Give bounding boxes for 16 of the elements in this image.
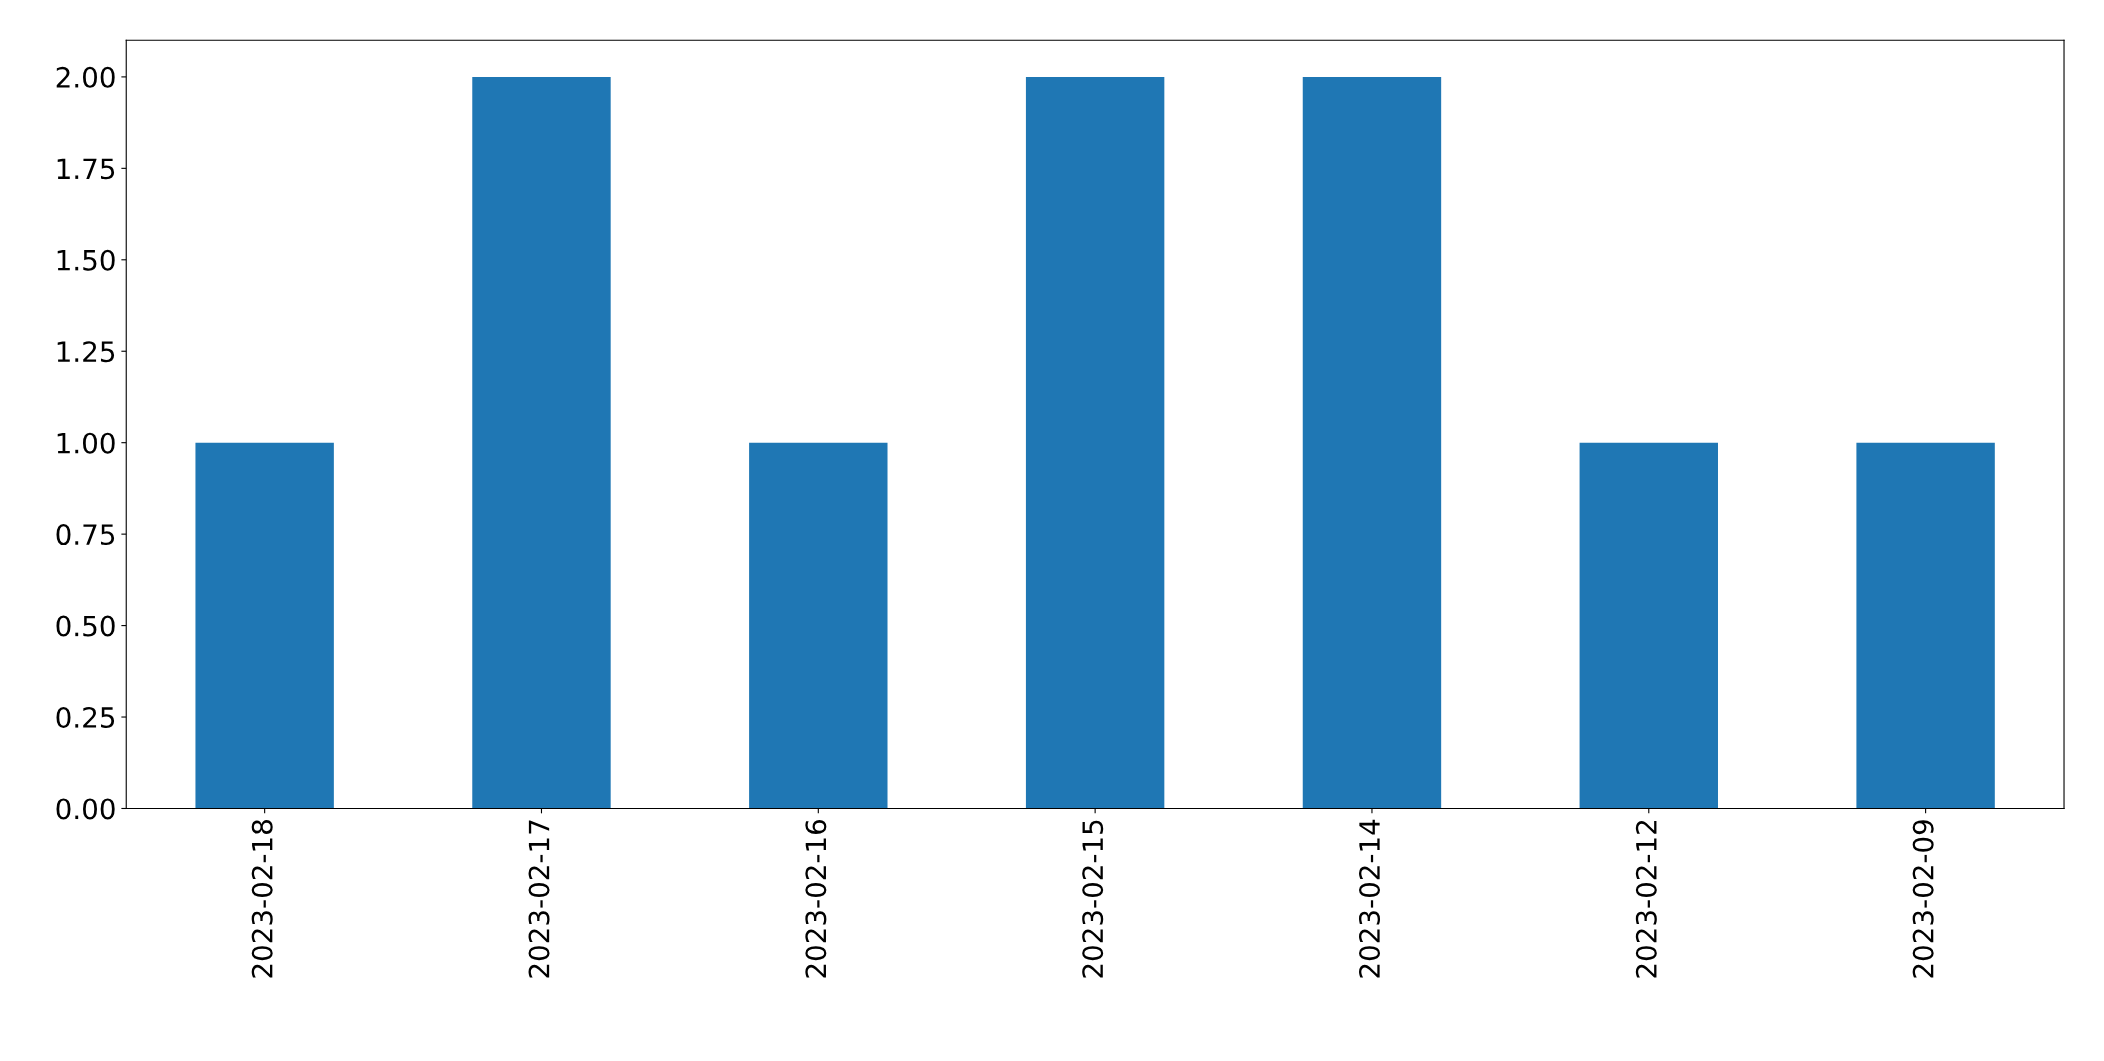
x-tick-label: 2023-02-15 bbox=[1082, 820, 1104, 978]
y-tick-label: 0.50 bbox=[56, 615, 115, 637]
y-tick-label: 0.00 bbox=[56, 798, 115, 820]
x-tick-label: 2023-02-14 bbox=[1359, 819, 1381, 978]
y-tick-label: 1.75 bbox=[57, 158, 115, 180]
y-tick-label: 0.75 bbox=[56, 524, 115, 546]
y-tick-label: 2.00 bbox=[56, 66, 115, 88]
y-tick-label: 1.00 bbox=[57, 432, 115, 454]
y-tick-label: 1.25 bbox=[57, 341, 115, 363]
y-tick-label: 1.50 bbox=[57, 249, 115, 271]
y-tick-label: 0.25 bbox=[56, 706, 115, 728]
x-tick-label: 2023-02-17 bbox=[528, 820, 550, 978]
x-tick-label: 2023-02-18 bbox=[251, 820, 273, 978]
x-tick-label: 2023-02-12 bbox=[1635, 820, 1657, 978]
x-tick-label: 2023-02-16 bbox=[805, 819, 827, 978]
x-tick-label: 2023-02-09 bbox=[1912, 820, 1934, 978]
